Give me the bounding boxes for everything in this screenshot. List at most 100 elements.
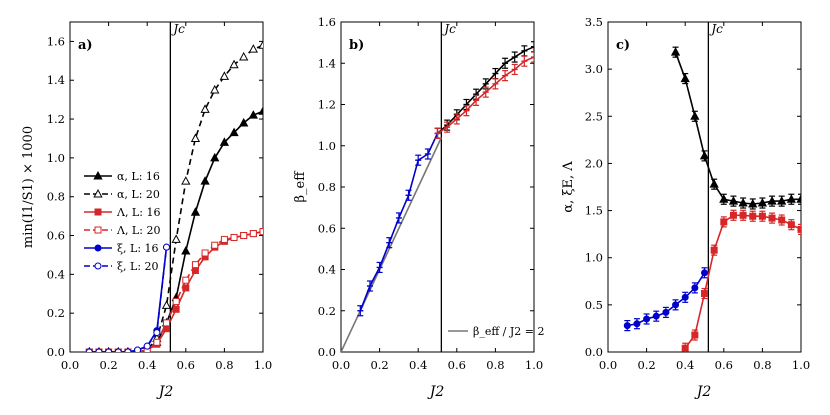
data-point — [153, 338, 161, 346]
critical-line-label: Jc — [708, 22, 723, 36]
data-point — [258, 40, 263, 49]
data-point — [161, 300, 172, 309]
data-point — [749, 212, 757, 220]
legend-marker — [94, 226, 102, 234]
data-point — [191, 261, 199, 269]
data-point — [220, 235, 228, 243]
data-point — [701, 290, 708, 298]
panel-c: c) α, ξE, Λ J2 0.0 0.2 0.4 0.6 0.8 1.0 0.0 0.5 1… — [561, 15, 810, 400]
data-point — [181, 246, 191, 255]
critical-line-label: Jc — [441, 22, 456, 36]
plot-frame-c — [607, 21, 802, 353]
data-point — [249, 230, 257, 238]
y-tick-label: 0.2 — [318, 304, 336, 318]
data-point — [211, 241, 219, 249]
data-point — [797, 225, 801, 233]
data-point — [623, 322, 631, 330]
data-point — [229, 127, 239, 137]
legend-marker — [94, 244, 102, 252]
data-point — [258, 106, 263, 115]
y-tick-label: 1.6 — [47, 34, 65, 48]
series-line — [674, 51, 801, 205]
x-tick-label: 1.0 — [525, 358, 543, 372]
data-point — [758, 212, 766, 220]
y-axis-label-a: min(I1/S1) × 1000 — [21, 126, 36, 248]
x-tick-label: 0.6 — [448, 358, 466, 372]
y-tick-label: 1.4 — [47, 73, 65, 87]
data-point — [748, 198, 758, 208]
data-point — [681, 344, 689, 352]
data-point — [710, 246, 718, 254]
data-point — [219, 137, 230, 146]
y-axis-label-c: α, ξE, Λ — [561, 161, 576, 213]
data-point — [143, 342, 151, 350]
data-point — [239, 51, 249, 61]
plot-area — [341, 41, 534, 352]
data-point — [787, 221, 795, 229]
data-point — [85, 348, 93, 352]
data-point — [248, 44, 258, 53]
y-tick-label: 0.0 — [585, 345, 603, 359]
series-line — [684, 214, 801, 349]
legend-label: Λ, L: 16 — [116, 206, 160, 219]
legend-label: α, L: 20 — [117, 188, 160, 201]
data-point — [172, 298, 180, 306]
x-tick-label: 0.0 — [61, 358, 79, 372]
data-point — [200, 104, 210, 113]
legend-label: α, L: 16 — [117, 170, 160, 183]
data-point — [699, 150, 710, 160]
data-point — [652, 312, 660, 320]
x-tick-label: 0.4 — [676, 358, 694, 372]
y-tick-label: 3.5 — [585, 15, 603, 29]
y-tick-label: 0.6 — [47, 229, 65, 243]
data-point — [680, 73, 690, 83]
data-point — [691, 284, 699, 292]
y-tick-label: 0.0 — [47, 345, 65, 359]
x-tick-label: 0.8 — [215, 358, 233, 372]
y-tick-label: 1.0 — [585, 251, 603, 265]
x-tick-label: 0.4 — [409, 358, 427, 372]
y-tick-label: 0.8 — [318, 180, 336, 194]
reference-line — [341, 137, 443, 352]
y-tick-label: 0.2 — [47, 306, 65, 320]
critical-line-label: Jc — [170, 22, 185, 36]
data-point — [720, 218, 728, 226]
x-axis-label-a: J2 — [156, 384, 174, 400]
data-point — [728, 196, 739, 205]
x-tick-label: 1.0 — [254, 358, 272, 372]
data-point — [757, 197, 768, 207]
legend-marker — [93, 188, 103, 198]
data-point — [643, 315, 651, 323]
series-line — [89, 230, 263, 352]
data-point — [163, 319, 170, 327]
panel-label-a: a) — [78, 38, 93, 53]
data-point — [181, 176, 191, 185]
legend-marker — [94, 208, 102, 216]
y-tick-label: 0.4 — [47, 267, 65, 281]
data-point — [105, 348, 113, 352]
x-tick-label: 0.2 — [370, 358, 388, 372]
data-point — [248, 110, 258, 119]
data-point — [163, 243, 170, 251]
data-point — [134, 346, 142, 352]
x-tick-label: 0.6 — [715, 358, 733, 372]
data-point — [200, 176, 210, 185]
legend-label: ξ, L: 16 — [117, 242, 159, 255]
y-tick-label: 0.5 — [585, 298, 603, 312]
y-tick-label: 2.0 — [585, 156, 603, 170]
x-tick-label: 1.0 — [792, 358, 810, 372]
y-tick-label: 3.0 — [585, 62, 603, 76]
y-tick-label: 2.5 — [585, 109, 603, 123]
x-tick-label: 0.0 — [332, 358, 350, 372]
legend-label: ξ, L: 20 — [117, 260, 159, 273]
data-point — [719, 194, 729, 203]
data-point — [662, 308, 670, 316]
data-point — [230, 233, 238, 241]
panel-b: b) β_eff J2 β_eff / J2 = 2 0.0 0.2 0.4 0.6 0… — [293, 15, 545, 400]
data-point — [633, 320, 641, 328]
panel-label-c: c) — [616, 38, 630, 53]
y-axis-label-b: β_eff — [293, 170, 308, 203]
y-tick-label: 1.0 — [318, 139, 336, 153]
legend-marker — [93, 170, 103, 180]
data-point — [729, 211, 737, 219]
